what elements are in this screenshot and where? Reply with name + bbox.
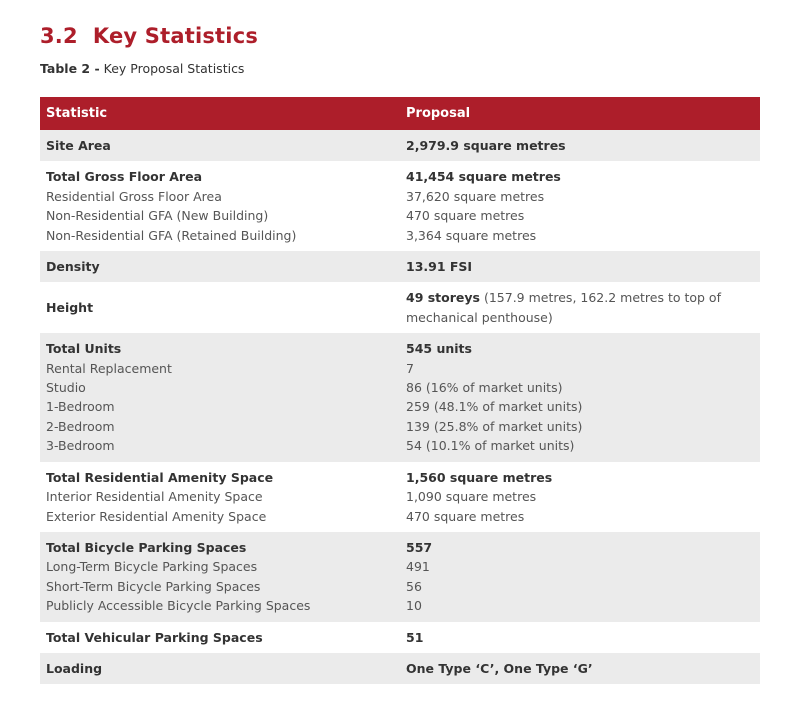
proposal-value: 2,979.9 square metres <box>406 138 566 153</box>
statistic-cell: Loading <box>40 652 400 685</box>
sub-proposal-value: 139 (25.8% of market units) <box>406 418 583 434</box>
sub-statistic-label: Interior Residential Amenity Space <box>46 489 263 505</box>
proposal-value: 545 units <box>406 341 472 357</box>
proposal-cell: 2,979.9 square metres <box>400 130 760 162</box>
proposal-value: One Type ‘C’, One Type ‘G’ <box>406 660 593 676</box>
proposal-value: 557 <box>406 539 433 555</box>
statistic-label: Site Area <box>46 138 111 153</box>
statistic-label: Total Vehicular Parking Spaces <box>46 629 263 645</box>
sub-proposal-value: 7 <box>406 360 414 376</box>
table-row: Total Bicycle Parking Spaces Long-Term Bi… <box>40 531 760 622</box>
statistic-cell: Total Units Rental Replacement Studio 1-Bed… <box>40 333 400 462</box>
proposal-value: 13.91 FSI <box>406 259 473 275</box>
statistic-label: Loading <box>46 660 103 676</box>
sub-statistic-label: Non-Residential GFA (New Building) <box>46 208 269 224</box>
proposal-cell: One Type ‘C’, One Type ‘G’ <box>400 652 760 685</box>
proposal-value: 49 storeys <box>406 290 480 306</box>
statistic-label: Total Residential Amenity Space <box>46 469 274 485</box>
sub-statistic-label: Rental Replacement <box>46 360 172 376</box>
table-row: Total Units Rental Replacement Studio 1-Bed… <box>40 333 760 462</box>
table-row: Loading One Type ‘C’, One Type ‘G’ <box>40 652 760 685</box>
sub-proposal-value: 37,620 square metres <box>406 188 545 204</box>
table-caption: Table 2 - Key Proposal Statistics <box>40 61 244 76</box>
proposal-cell: 1,560 square metres 1,090 square metres 47… <box>400 462 760 532</box>
sub-proposal-value: 3,364 square metres <box>406 227 537 243</box>
header-statistic: Statistic <box>40 97 400 130</box>
section-title: Key Statistics <box>92 24 259 48</box>
statistic-cell: Density <box>40 251 400 283</box>
sub-statistic-label: Residential Gross Floor Area <box>46 188 222 204</box>
section-heading: 3.2 Key Statistics <box>40 24 258 48</box>
proposal-cell: 41,454 square metres 37,620 square metres… <box>400 161 760 251</box>
table-row: Total Residential Amenity Space Interior … <box>40 462 760 532</box>
statistic-cell: Total Gross Floor Area Residential Gross … <box>40 161 400 251</box>
caption-label: Table 2 - <box>40 61 100 76</box>
statistic-label: Total Bicycle Parking Spaces <box>46 539 247 555</box>
sub-proposal-value: 56 <box>406 578 422 594</box>
proposal-cell: 49 storeys (157.9 metres, 162.2 metres t… <box>400 282 760 333</box>
proposal-cell: 545 units 7 86 (16% of market units) 259 (4… <box>400 333 760 462</box>
sub-statistic-label: Studio <box>46 380 86 396</box>
statistic-cell: Total Residential Amenity Space Interior … <box>40 462 400 532</box>
proposal-value: 41,454 square metres <box>406 169 561 185</box>
sub-proposal-value: 491 <box>406 559 430 575</box>
sub-proposal-value: 54 (10.1% of market units) <box>406 438 575 454</box>
sub-statistic-label: Exterior Residential Amenity Space <box>46 508 267 524</box>
sub-proposal-value: 86 (16% of market units) <box>406 380 563 396</box>
section-number: 3.2 <box>40 24 78 48</box>
proposal-cell: 557 491 56 10 <box>400 531 760 622</box>
statistic-cell: Site Area <box>40 130 400 162</box>
sub-statistic-label: 2-Bedroom <box>46 418 115 434</box>
proposal-value: 1,560 square metres <box>406 469 553 485</box>
statistic-label: Height <box>46 300 94 316</box>
sub-statistic-label: Long-Term Bicycle Parking Spaces <box>46 559 258 575</box>
sub-proposal-value: 1,090 square metres <box>406 489 537 505</box>
statistic-cell: Height <box>40 282 400 333</box>
statistic-cell: Total Bicycle Parking Spaces Long-Term Bi… <box>40 531 400 622</box>
key-statistics-table: Statistic Proposal Site Area 2,979.9 squa… <box>40 97 760 685</box>
proposal-cell: 51 <box>400 622 760 653</box>
sub-statistic-label: Non-Residential GFA (Retained Building) <box>46 227 297 243</box>
proposal-value-note: (157.9 metres, 162.2 metres to top of me… <box>406 290 721 325</box>
statistic-label: Total Units <box>46 341 122 357</box>
sub-proposal-value: 10 <box>406 598 422 614</box>
sub-statistic-label: 3-Bedroom <box>46 438 115 454</box>
statistic-label: Total Gross Floor Area <box>46 169 203 185</box>
caption-text: Key Proposal Statistics <box>103 61 245 76</box>
table-row: Site Area 2,979.9 square metres <box>40 130 760 162</box>
sub-statistic-label: Publicly Accessible Bicycle Parking Spac… <box>46 598 311 614</box>
proposal-cell: 13.91 FSI <box>400 251 760 283</box>
header-proposal: Proposal <box>400 97 760 130</box>
table-header-row: Statistic Proposal <box>40 97 760 130</box>
sub-proposal-value: 470 square metres <box>406 508 525 524</box>
statistic-label: Density <box>46 259 100 275</box>
table-row: Total Gross Floor Area Residential Gross … <box>40 161 760 251</box>
sub-proposal-value: 259 (48.1% of market units) <box>406 399 583 415</box>
statistic-cell: Total Vehicular Parking Spaces <box>40 622 400 653</box>
table-row: Height 49 storeys (157.9 metres, 162.2 me… <box>40 282 760 333</box>
table-row: Density 13.91 FSI <box>40 251 760 283</box>
sub-proposal-value: 470 square metres <box>406 208 525 224</box>
sub-statistic-label: Short-Term Bicycle Parking Spaces <box>46 578 261 594</box>
table-row: Total Vehicular Parking Spaces 51 <box>40 622 760 653</box>
proposal-value: 51 <box>406 629 424 645</box>
sub-statistic-label: 1-Bedroom <box>46 399 115 415</box>
